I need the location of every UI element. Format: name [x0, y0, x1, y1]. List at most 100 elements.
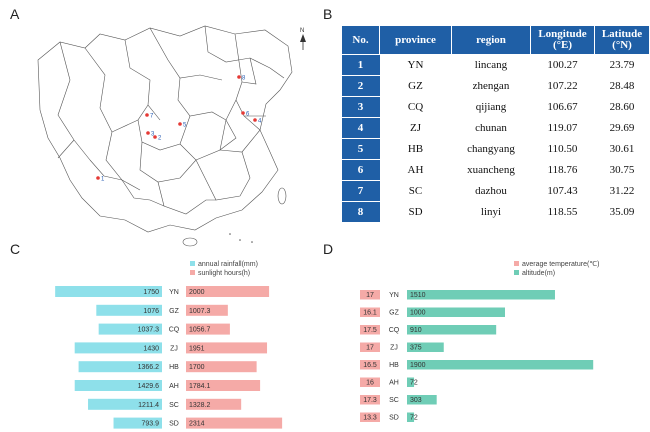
table-row: 8 SD linyi 118.55 35.09 [341, 201, 650, 223]
label-altitude: 303 [410, 397, 422, 404]
row-number: 5 [341, 138, 380, 160]
category-label: SC [169, 402, 179, 409]
row-number: 8 [341, 201, 380, 223]
row-region: changyang [451, 138, 531, 160]
row-number: 1 [341, 54, 380, 76]
row-region: xuancheng [451, 159, 531, 181]
legend-swatch [190, 270, 195, 275]
bar-sunlight [186, 342, 268, 354]
site-marker: 7 [145, 113, 154, 120]
taiwan-island [277, 187, 287, 205]
chart-temperature-altitude: average temperature(℃) altitude(m) 17 YN 151… [360, 261, 600, 422]
label-sunlight: 1328.2 [189, 402, 211, 409]
label-altitude: 72 [410, 415, 418, 422]
table-header-row: No. province region Longitude (°E) Latit… [341, 25, 650, 55]
site-dot [253, 118, 257, 122]
label-sunlight: 1951 [189, 345, 205, 352]
category-label: YN [169, 289, 179, 296]
bar-altitude [407, 342, 444, 352]
legend-swatch [190, 261, 195, 266]
header-no: No. [341, 25, 380, 55]
category-label: GZ [169, 308, 179, 315]
row-longitude: 100.27 [530, 54, 595, 76]
bar-altitude [407, 360, 594, 370]
label-rainfall: 1211.4 [138, 402, 159, 409]
bar-sunlight [186, 398, 242, 410]
row-number: 2 [341, 75, 380, 97]
legend-label: altitude(m) [522, 270, 555, 277]
row-province: HB [379, 138, 452, 160]
row-province: SD [379, 201, 452, 223]
site-marker: 8 [237, 75, 246, 82]
label-altitude: 1510 [410, 292, 426, 299]
site-dot [145, 113, 149, 117]
category-label: HB [389, 362, 399, 369]
site-number-label: 2 [158, 136, 162, 142]
row-latitude: 23.79 [594, 54, 650, 76]
bar-altitude [407, 307, 505, 317]
category-label: SD [169, 421, 179, 428]
box-temperature [360, 412, 380, 422]
label-temperature: 17 [366, 345, 374, 352]
row-number: 3 [341, 96, 380, 118]
site-number-label: 8 [242, 76, 246, 82]
site-dot [153, 135, 157, 139]
bar-rainfall [78, 361, 162, 373]
bar-rainfall [98, 323, 162, 335]
bar-sunlight [186, 417, 283, 429]
panel-letter-c: C [10, 241, 21, 257]
row-province: SC [379, 180, 452, 202]
category-label: HB [169, 364, 179, 371]
label-temperature: 16.1 [363, 310, 377, 317]
label-sunlight: 2000 [189, 289, 205, 296]
bar-rainfall [55, 286, 162, 297]
site-dot [146, 131, 150, 135]
table-row: 4 ZJ chunan 119.07 29.69 [341, 117, 650, 139]
category-label: GZ [389, 310, 399, 317]
label-altitude: 1000 [410, 310, 426, 317]
site-marker: 6 [241, 111, 250, 118]
label-rainfall: 1037.3 [138, 327, 160, 334]
row-region: chunan [451, 117, 531, 139]
table-row: 2 GZ zhengan 107.22 28.48 [341, 75, 650, 97]
row-region: lincang [451, 54, 531, 76]
site-dot [96, 176, 100, 180]
site-number-label: 6 [246, 112, 250, 118]
label-rainfall: 793.9 [141, 421, 159, 428]
chart-rainfall-sunlight: annual rainfall(mm) sunlight hours(h) 1750… [55, 261, 283, 429]
row-province: CQ [379, 96, 452, 118]
row-province: GZ [379, 75, 452, 97]
site-marker: 2 [153, 135, 162, 142]
row-region: linyi [451, 201, 531, 223]
row-longitude: 118.55 [530, 201, 595, 223]
category-label: ZJ [390, 345, 398, 352]
site-dot [237, 75, 241, 79]
box-temperature [360, 325, 380, 335]
hainan-island [182, 237, 198, 247]
label-sunlight: 1056.7 [189, 327, 211, 334]
table-row: 1 YN lincang 100.27 23.79 [341, 54, 650, 76]
bar-sunlight [186, 286, 270, 297]
header-longitude: Longitude (°E) [530, 25, 595, 55]
bar-altitude [407, 377, 415, 387]
bar-sunlight [186, 361, 257, 373]
box-temperature [360, 395, 380, 405]
label-temperature: 16 [366, 380, 374, 387]
label-altitude: 375 [410, 345, 422, 352]
bar-rainfall [74, 380, 162, 391]
box-temperature [360, 307, 380, 317]
bar-sunlight [186, 304, 228, 316]
bar-rainfall [74, 342, 162, 354]
bar-sunlight [186, 323, 230, 335]
label-rainfall: 1430 [143, 345, 159, 352]
row-longitude: 106.67 [530, 96, 595, 118]
header-province: province [379, 25, 452, 55]
province-boundaries [37, 25, 293, 233]
box-temperature [360, 377, 380, 387]
label-rainfall: 1076 [143, 308, 159, 315]
site-dot [241, 111, 245, 115]
row-latitude: 29.69 [594, 117, 650, 139]
label-sunlight: 1784.1 [189, 383, 211, 390]
site-marker: 3 [146, 131, 155, 138]
